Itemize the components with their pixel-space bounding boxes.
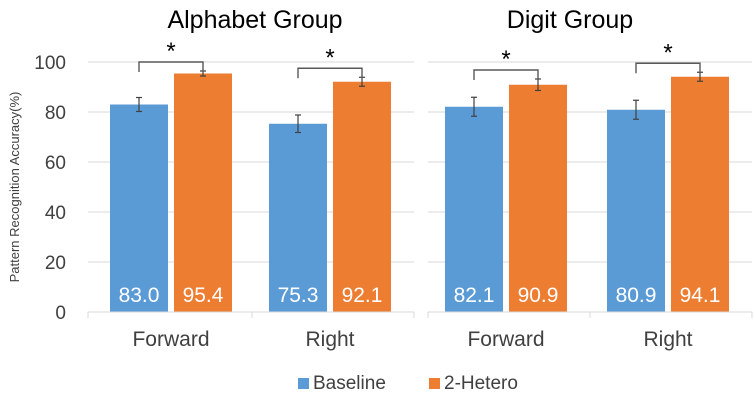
bar-2-hetero bbox=[174, 73, 232, 312]
y-tick-label: 20 bbox=[45, 253, 66, 274]
y-tick-label: 40 bbox=[45, 203, 66, 224]
data-label: 80.9 bbox=[616, 284, 657, 307]
legend-swatch-2-hetero bbox=[429, 378, 440, 389]
y-tick-label: 60 bbox=[45, 153, 66, 174]
legend-label: Baseline bbox=[313, 373, 386, 394]
data-label: 94.1 bbox=[680, 284, 721, 307]
y-tick-label: 100 bbox=[34, 53, 66, 74]
panel-title: Digit Group bbox=[507, 6, 633, 34]
bar-baseline bbox=[445, 106, 503, 312]
data-label: 83.0 bbox=[119, 284, 160, 307]
data-label: 82.1 bbox=[454, 284, 495, 307]
bar-2-hetero bbox=[671, 76, 729, 312]
significance-bracket bbox=[473, 69, 539, 80]
panel-title: Alphabet Group bbox=[167, 6, 342, 34]
data-label: 95.4 bbox=[183, 284, 224, 307]
significance-bracket bbox=[138, 61, 204, 72]
bar-2-hetero bbox=[333, 81, 391, 312]
significance-star: * bbox=[325, 44, 334, 71]
x-category-label: Right bbox=[305, 328, 354, 351]
x-category-label: Forward bbox=[467, 328, 544, 351]
x-category-label: Right bbox=[643, 328, 692, 351]
x-category-label: Forward bbox=[132, 328, 209, 351]
bar-baseline bbox=[607, 109, 665, 312]
bar-baseline bbox=[110, 104, 168, 312]
significance-bracket bbox=[635, 62, 701, 74]
data-label: 75.3 bbox=[278, 284, 319, 307]
significance-star: * bbox=[663, 39, 672, 66]
data-label: 90.9 bbox=[518, 284, 559, 307]
significance-bracket bbox=[297, 67, 363, 79]
bar-2-hetero bbox=[509, 84, 567, 312]
significance-star: * bbox=[166, 38, 175, 65]
significance-star: * bbox=[501, 46, 510, 73]
legend-swatch-baseline bbox=[298, 378, 309, 389]
y-axis-label: Pattern Recognition Accuracy(%) bbox=[7, 92, 22, 283]
data-label: 92.1 bbox=[342, 284, 383, 307]
bar-baseline bbox=[269, 123, 327, 312]
y-tick-label: 80 bbox=[45, 103, 66, 124]
y-tick-label: 0 bbox=[55, 303, 66, 324]
legend-label: 2-Hetero bbox=[444, 373, 518, 394]
